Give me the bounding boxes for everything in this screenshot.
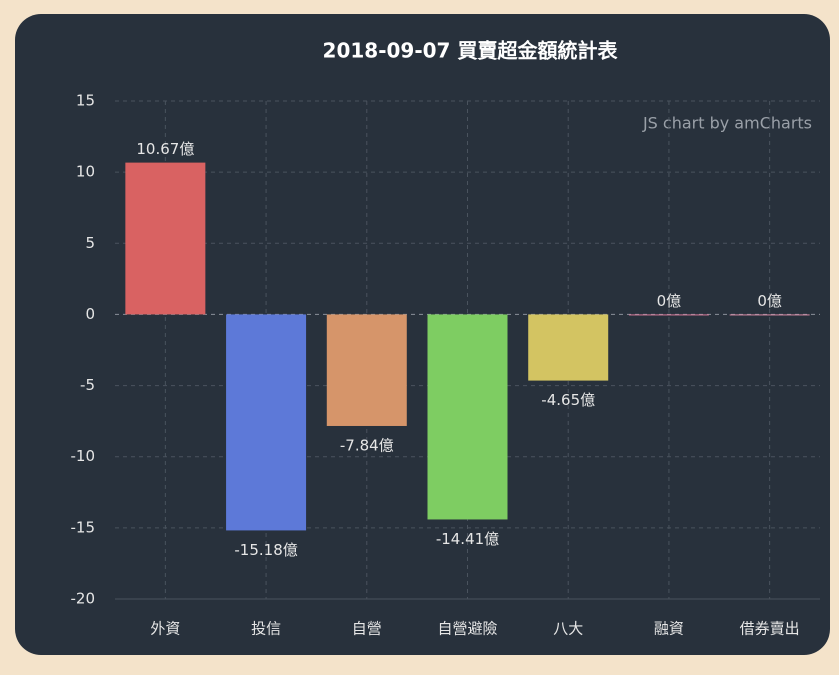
- x-tick-label: 融資: [654, 620, 684, 638]
- chart-title: 2018-09-07 買賣超金額統計表: [323, 39, 619, 63]
- x-tick-label: 外資: [150, 620, 180, 638]
- bar: [427, 314, 508, 520]
- x-tick-label: 借券賣出: [740, 620, 800, 638]
- bar: [125, 162, 206, 315]
- value-label: -7.84億: [340, 436, 394, 454]
- value-label: -14.41億: [436, 530, 499, 548]
- value-label: 10.67億: [136, 140, 194, 158]
- y-tick-label: 0: [85, 305, 95, 323]
- bar: [326, 314, 407, 426]
- y-tick-label: -20: [71, 590, 96, 608]
- y-tick-label: 15: [76, 92, 95, 110]
- y-tick-label: -15: [71, 518, 96, 536]
- bar: [729, 314, 810, 316]
- credit: JS chart by amCharts: [642, 114, 812, 133]
- bar: [226, 314, 307, 531]
- value-label: 0億: [757, 292, 782, 310]
- y-tick-label: 5: [85, 234, 95, 252]
- value-label: 0億: [657, 292, 682, 310]
- x-tick-label: 八大: [553, 620, 583, 638]
- bar: [628, 314, 709, 316]
- x-tick-label: 自營避險: [437, 620, 497, 638]
- bar: [528, 314, 609, 381]
- value-label: -4.65億: [541, 391, 595, 409]
- y-tick-label: -5: [80, 376, 95, 394]
- x-tick-label: 投信: [251, 620, 281, 638]
- y-tick-label: -10: [71, 447, 96, 465]
- value-label: -15.18億: [234, 541, 297, 559]
- x-tick-label: 自營: [352, 620, 382, 638]
- y-tick-label: 10: [76, 163, 95, 181]
- panel: [15, 14, 830, 655]
